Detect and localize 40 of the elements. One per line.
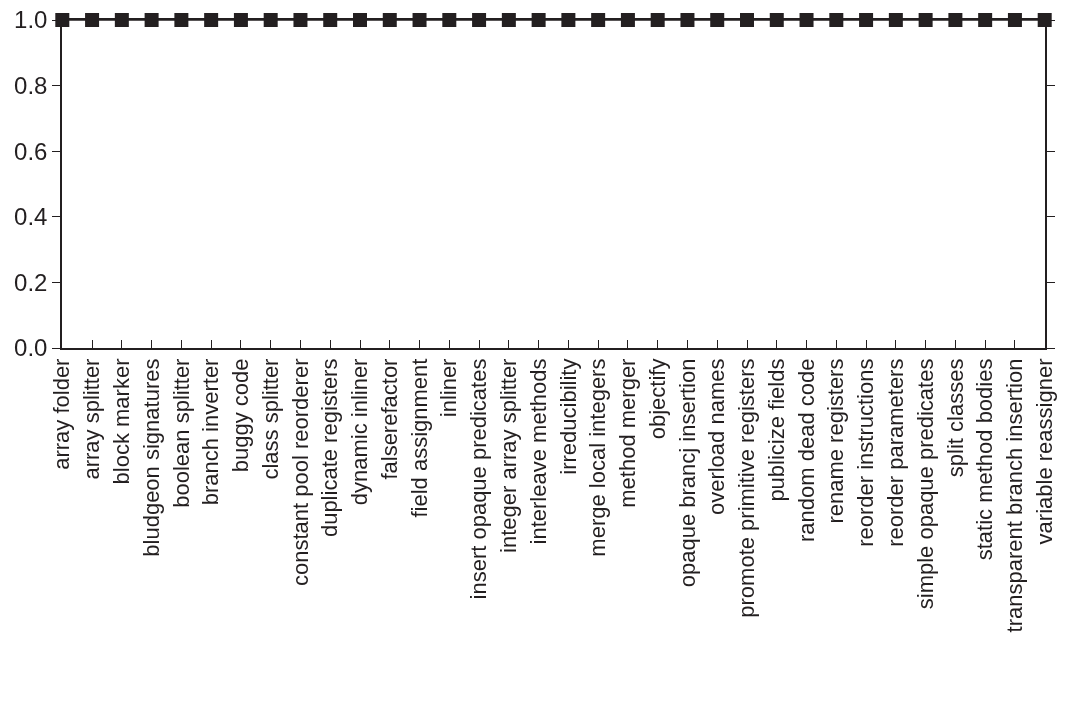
- x-tick-label: buggy code: [228, 358, 254, 473]
- x-tick-label: constant pool reorderer: [287, 358, 313, 587]
- x-tick-label: boolean splitter: [168, 358, 194, 508]
- x-tick-label: duplicate registers: [317, 358, 343, 538]
- x-tick-label: field assignment: [406, 358, 432, 518]
- x-tick-label: promote primitive registers: [734, 358, 760, 618]
- x-tick-label: bludgeon signatures: [138, 358, 164, 557]
- x-tick-label: reorder parameters: [883, 358, 908, 547]
- x-tick-label: random dead code: [793, 358, 819, 543]
- y-tick-label: 0.0: [14, 334, 48, 362]
- x-tick-label: falserefactor: [376, 358, 402, 480]
- x-tick-label: dynamic inliner: [347, 358, 373, 506]
- x-tick-label: rename registers: [823, 358, 849, 524]
- x-tick-label: transparent branch insertion: [1002, 358, 1028, 633]
- x-tick-label: array splitter: [79, 358, 105, 480]
- y-tick-label: 1.0: [14, 6, 48, 34]
- x-tick-label: interleave methods: [525, 358, 551, 545]
- y-tick-label: 0.2: [14, 268, 48, 296]
- x-tick-label: variable reassigner: [1031, 358, 1057, 545]
- y-tick-label: 0.6: [14, 137, 48, 165]
- x-tick-label: reorder instructions: [853, 358, 879, 547]
- x-tick-label: branch inverter: [198, 358, 224, 506]
- x-tick-label: block marker: [108, 358, 134, 485]
- x-tick-label: irreducibility: [555, 358, 581, 475]
- x-tick-label: overload names: [704, 358, 730, 516]
- x-tick-label: publicize fields: [763, 358, 789, 502]
- x-tick-label: static method bodies: [972, 358, 998, 561]
- x-tick-label: insert opaque predicates: [466, 358, 492, 600]
- x-tick-label: method merger: [615, 358, 641, 508]
- x-tick-label: objectify: [644, 358, 670, 440]
- x-tick-label: class splitter: [257, 358, 283, 480]
- x-tick-label: merge local integers: [585, 358, 611, 557]
- x-tick-label: integer array splitter: [496, 358, 521, 553]
- x-tick-label: opaque brancj insertion: [674, 358, 700, 588]
- x-tick-label: array folder: [49, 358, 75, 470]
- y-tick-label: 0.8: [14, 72, 48, 99]
- y-tick-label: 0.4: [14, 203, 48, 231]
- x-tick-label: simple opaque predicates: [912, 358, 938, 610]
- x-tick-label: inliner: [436, 358, 462, 418]
- x-tick-label: split classes: [942, 358, 968, 478]
